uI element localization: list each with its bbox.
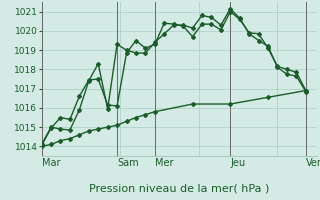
Text: Sam: Sam <box>117 158 139 168</box>
Text: Jeu: Jeu <box>230 158 245 168</box>
Text: Pression niveau de la mer( hPa ): Pression niveau de la mer( hPa ) <box>89 184 269 194</box>
Text: Mer: Mer <box>155 158 173 168</box>
Text: Mar: Mar <box>42 158 60 168</box>
Text: Ven: Ven <box>306 158 320 168</box>
